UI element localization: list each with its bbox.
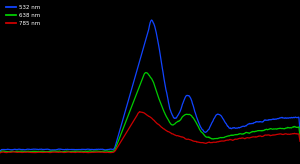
785 nm <box>190 139 193 141</box>
638 nm <box>257 130 260 132</box>
Line: 638 nm: 638 nm <box>0 72 300 152</box>
532 nm <box>173 117 176 119</box>
785 nm <box>0 152 2 154</box>
785 nm <box>257 135 260 137</box>
785 nm <box>226 139 230 141</box>
638 nm <box>181 116 184 118</box>
532 nm <box>226 125 230 127</box>
638 nm <box>298 136 300 138</box>
Legend: 532 nm, 638 nm, 785 nm: 532 nm, 638 nm, 785 nm <box>6 4 41 26</box>
532 nm <box>190 99 193 101</box>
532 nm <box>16 148 20 150</box>
532 nm <box>257 121 260 123</box>
532 nm <box>181 103 184 105</box>
532 nm <box>0 150 2 152</box>
785 nm <box>138 111 142 113</box>
638 nm <box>226 135 230 137</box>
638 nm <box>16 150 20 152</box>
785 nm <box>181 136 184 138</box>
638 nm <box>0 151 2 153</box>
785 nm <box>298 140 300 142</box>
785 nm <box>173 134 176 136</box>
532 nm <box>298 130 300 132</box>
785 nm <box>16 151 20 153</box>
638 nm <box>144 72 148 73</box>
Line: 785 nm: 785 nm <box>0 112 300 153</box>
638 nm <box>173 123 176 125</box>
638 nm <box>190 115 193 117</box>
532 nm <box>150 19 154 21</box>
Line: 532 nm: 532 nm <box>0 20 300 151</box>
